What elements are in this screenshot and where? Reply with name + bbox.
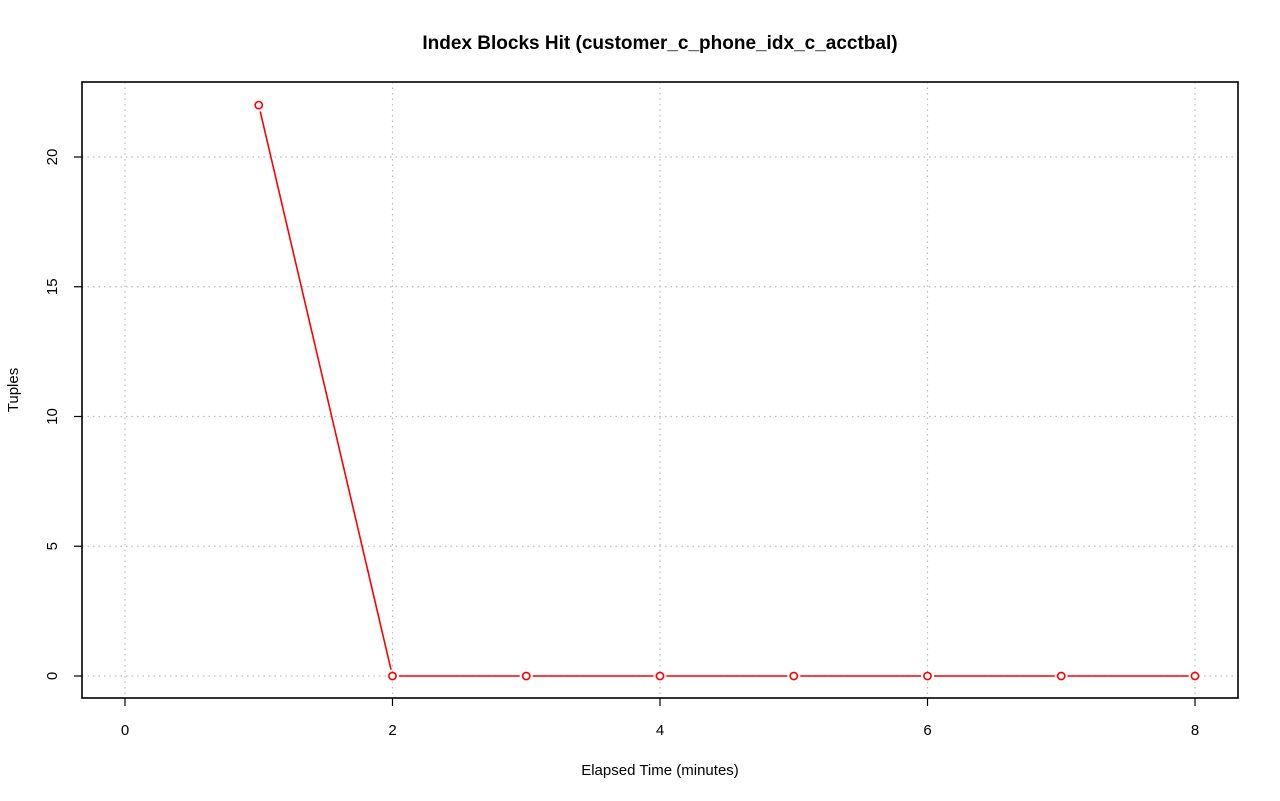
chart-title: Index Blocks Hit (customer_c_phone_idx_c… bbox=[422, 33, 897, 54]
y-tick-label: 0 bbox=[44, 672, 61, 680]
data-point bbox=[923, 671, 932, 681]
data-point bbox=[1056, 671, 1066, 681]
series-layer bbox=[254, 100, 1200, 681]
x-tick-label: 6 bbox=[923, 722, 931, 739]
grid-layer bbox=[82, 82, 1238, 698]
x-tick-label: 2 bbox=[388, 722, 396, 739]
x-axis-label: Elapsed Time (minutes) bbox=[581, 762, 739, 779]
data-point bbox=[1190, 671, 1200, 681]
data-point bbox=[521, 671, 531, 681]
data-point bbox=[789, 671, 799, 681]
x-axis: 0 2 4 6 8 bbox=[121, 698, 1199, 739]
x-tick-label: 8 bbox=[1191, 722, 1199, 739]
data-point bbox=[655, 671, 665, 681]
y-axis-label: Tuples bbox=[5, 368, 22, 412]
series-line-segment bbox=[259, 111, 392, 670]
data-point bbox=[388, 671, 397, 681]
x-tick-label: 0 bbox=[121, 722, 129, 739]
y-tick-label: 20 bbox=[44, 149, 61, 166]
data-point bbox=[254, 100, 264, 110]
y-tick-label: 5 bbox=[44, 542, 61, 550]
y-tick-label: 15 bbox=[44, 278, 61, 295]
y-tick-label: 10 bbox=[44, 408, 61, 425]
y-axis: 0 5 10 15 20 bbox=[44, 149, 82, 680]
x-tick-label: 4 bbox=[656, 722, 664, 739]
